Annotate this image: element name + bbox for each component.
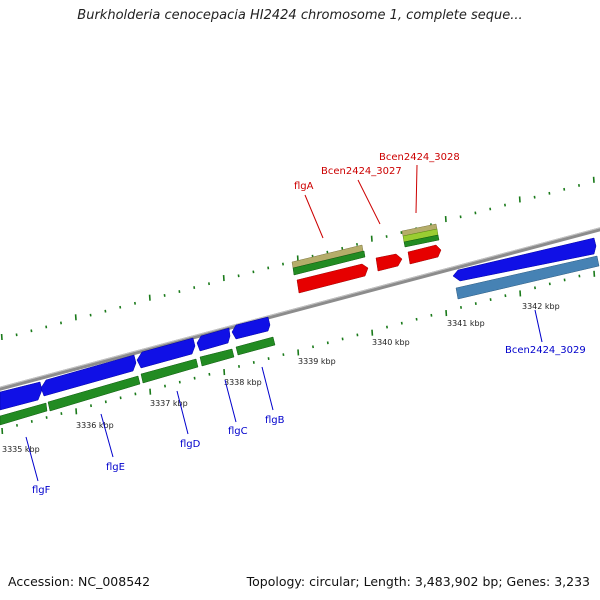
tick-label: 3339 kbp: [298, 357, 336, 366]
gene-bar-flgD: [140, 358, 199, 384]
gene-bar-Bcen2424_3028-green: [403, 234, 440, 248]
gene-label-flgB[interactable]: flgB: [265, 415, 285, 426]
tick-label: 3340 kbp: [372, 338, 410, 347]
cds-arrow-Bcen2424_3029: [452, 237, 597, 282]
leader-line-flgF: [25, 436, 39, 482]
accession-label: Accession: NC_008542: [8, 574, 151, 589]
gene-label-Bcen2424_3029[interactable]: Bcen2424_3029: [505, 345, 586, 356]
cds-blue-row: [0, 237, 597, 411]
gene-label-flgF[interactable]: flgF: [32, 485, 51, 496]
gene-bar-Bcen2424_3029: [455, 255, 600, 300]
tick-label: 3336 kbp: [76, 421, 114, 430]
gene-labels-below: flgF flgE flgD flgC flgB Bcen2424_3029: [32, 345, 586, 496]
sequence-backbone-highlight: [0, 227, 600, 388]
leader-line-flgB: [261, 366, 274, 411]
leader-lines-below: [25, 309, 543, 482]
leader-line-flgA: [304, 194, 324, 239]
leader-line-flgD: [176, 390, 189, 435]
gene-bar-flgF: [0, 402, 48, 426]
sequence-title: Burkholderia cenocepacia HI2424 chromoso…: [77, 8, 523, 23]
gene-label-Bcen2424_3028[interactable]: Bcen2424_3028: [379, 152, 460, 163]
gene-label-Bcen2424_3027[interactable]: Bcen2424_3027: [321, 166, 402, 177]
tick-label: 3342 kbp: [522, 302, 560, 311]
gene-label-flgA[interactable]: flgA: [294, 181, 314, 192]
topology-label: Topology: circular; Length: 3,483,902 bp…: [246, 574, 590, 589]
leader-line-Bcen2424_3028: [415, 164, 418, 214]
sequence-backbone: [0, 227, 600, 391]
gene-label-flgC[interactable]: flgC: [228, 426, 248, 437]
tick-label: 3341 kbp: [447, 319, 485, 328]
gene-bar-flgB: [235, 336, 276, 356]
leader-line-flgC: [224, 379, 237, 423]
rna-arrow-Bcen2424_3027: [375, 253, 403, 272]
tick-labels: 3335 kbp 3336 kbp 3337 kbp 3338 kbp 3339…: [2, 302, 560, 454]
tick-label: 3338 kbp: [224, 378, 262, 387]
lower-scale-ticks: [1, 270, 596, 435]
gene-label-flgE[interactable]: flgE: [106, 462, 125, 473]
rna-arrow-Bcen2424_3028: [407, 244, 442, 265]
upper-scale-ticks: [0, 176, 595, 341]
gene-labels-above: flgA Bcen2424_3027 Bcen2424_3028: [294, 152, 460, 192]
leader-line-flgE: [100, 413, 114, 458]
gene-bar-flgE: [47, 375, 141, 412]
leader-lines-above: [304, 164, 418, 239]
gene-bar-flgA-green: [292, 250, 366, 276]
cds-arrow-flgF: [0, 381, 43, 411]
tick-label: 3337 kbp: [150, 399, 188, 408]
leader-line-Bcen2424_3029: [534, 309, 543, 343]
leader-line-Bcen2424_3027: [357, 179, 381, 225]
tick-label: 3335 kbp: [2, 445, 40, 454]
cds-arrow-flgD: [136, 337, 196, 369]
gene-label-flgD[interactable]: flgD: [180, 439, 201, 450]
gene-bar-flgC: [199, 348, 235, 367]
cds-arrow-flgE: [40, 354, 137, 397]
cds-arrow-flgC: [196, 327, 231, 352]
cds-arrow-flgB: [231, 316, 271, 340]
upper-features: [291, 223, 442, 294]
cds-green-row: [0, 336, 276, 426]
rna-arrow-flgA: [296, 263, 369, 294]
